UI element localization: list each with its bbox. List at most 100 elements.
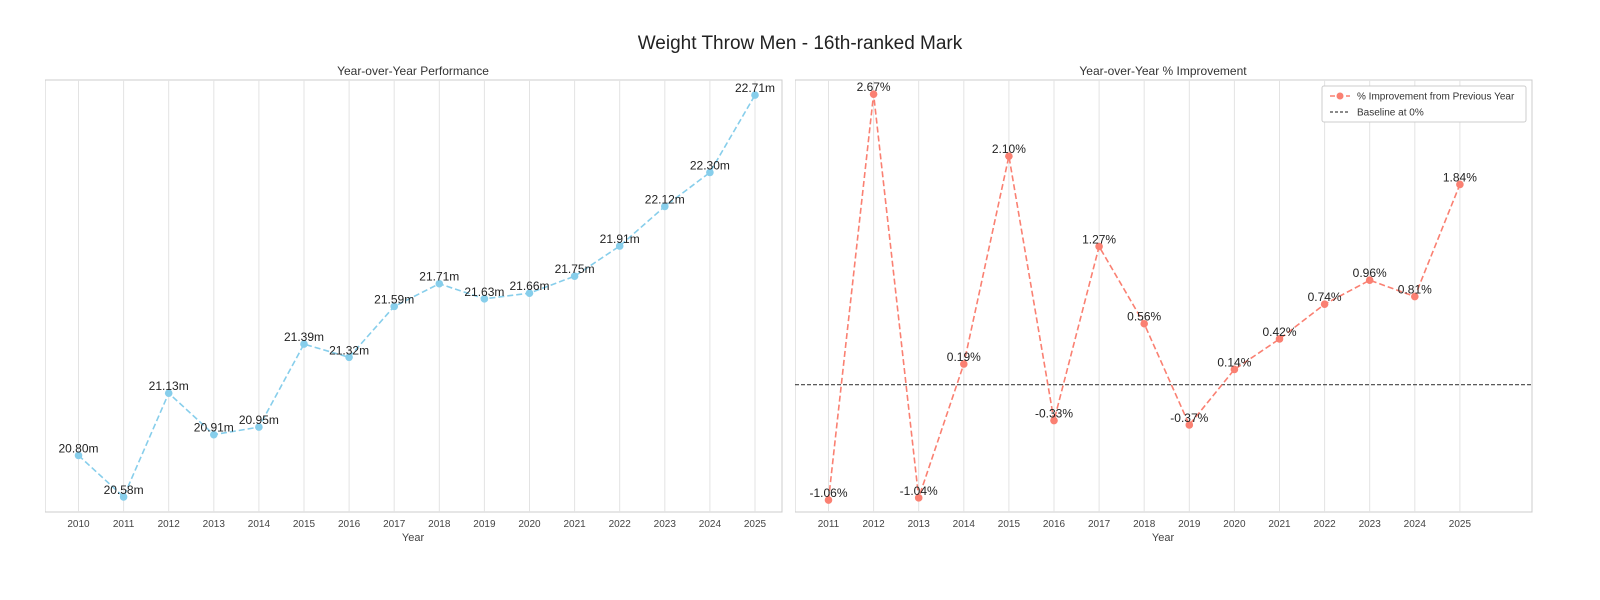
improvement-data-label: -1.04%: [900, 484, 938, 498]
performance-data-point: [661, 202, 669, 211]
performance-data-point: [751, 91, 759, 99]
performance-data-point: [615, 242, 624, 250]
performance-data-point: [435, 279, 444, 288]
performance-data-label: 20.91m: [194, 421, 234, 435]
performance-x-tick-label: 2022: [609, 519, 632, 530]
performance-chart: Year-over-Year Performance 2010 2011 2012 2…: [45, 64, 783, 544]
performance-data-label: 21.39m: [284, 330, 324, 344]
improvement-data-point: [1050, 416, 1058, 425]
performance-x-tick-label: 2017: [383, 519, 406, 530]
improvement-data-label: 0.56%: [1127, 310, 1161, 324]
performance-data-label: 22.71m: [735, 81, 775, 95]
performance-data-label: 20.95m: [239, 413, 279, 427]
improvement-x-axis-label: Year: [1152, 532, 1175, 544]
improvement-data-point: [960, 360, 968, 368]
improvement-x-tick-label: 2017: [1088, 519, 1111, 530]
improvement-data-label: 0.96%: [1353, 266, 1387, 280]
performance-data-label: 21.66m: [509, 279, 549, 293]
improvement-data-point: [824, 496, 833, 504]
legend-baseline-label: Baseline at 0%: [1357, 108, 1424, 119]
improvement-x-tick-label: 2015: [998, 519, 1021, 530]
performance-x-tick-label: 2020: [518, 519, 541, 530]
performance-x-tick-label: 2012: [158, 519, 181, 530]
improvement-data-point: [1185, 421, 1194, 429]
performance-data-point: [390, 302, 399, 311]
improvement-data-point: [1140, 319, 1148, 328]
improvement-data-point: [1005, 152, 1013, 160]
improvement-data-point: [1275, 335, 1284, 343]
performance-data-label: 21.91m: [600, 232, 640, 246]
improvement-data-label: 1.27%: [1082, 232, 1116, 246]
improvement-data-label: -0.33%: [1035, 407, 1073, 421]
improvement-x-tick-label: 2021: [1268, 519, 1291, 530]
performance-x-tick-label: 2018: [428, 519, 451, 530]
improvement-x-tick-label: 2014: [953, 519, 976, 530]
performance-data-point: [300, 340, 308, 348]
improvement-data-label: -0.37%: [1170, 411, 1208, 425]
improvement-x-tick-label: 2024: [1404, 519, 1427, 530]
improvement-data-label: 2.10%: [992, 142, 1026, 156]
performance-data-point: [74, 451, 83, 460]
performance-x-tick-label: 2024: [699, 519, 722, 530]
improvement-x-tick-label: 2016: [1043, 519, 1066, 530]
improvement-data-label: 2.67%: [857, 80, 891, 94]
improvement-x-tick-label: 2023: [1359, 519, 1382, 530]
performance-data-point: [255, 423, 263, 431]
performance-data-point: [164, 389, 173, 397]
performance-chart-title: Year-over-Year Performance: [337, 64, 489, 78]
performance-plot-frame: [45, 79, 783, 513]
performance-data-point: [480, 295, 489, 303]
improvement-data-point: [869, 90, 878, 98]
improvement-data-label: 1.84%: [1443, 170, 1477, 184]
improvement-x-tick-label: 2018: [1133, 519, 1156, 530]
improvement-data-label: 0.14%: [1217, 355, 1251, 369]
legend-series-label: % Improvement from Previous Year: [1357, 92, 1515, 103]
performance-data-label: 22.30m: [690, 158, 730, 172]
improvement-x-tick-label: 2025: [1449, 519, 1472, 530]
improvement-data-point: [1456, 180, 1464, 189]
performance-data-label: 21.59m: [374, 292, 414, 306]
legend-series-marker: [1336, 92, 1344, 100]
performance-x-axis-label: Year: [402, 532, 425, 544]
performance-data-label: 20.58m: [104, 483, 144, 497]
performance-x-tick-label: 2014: [248, 519, 271, 530]
improvement-data-label: 0.19%: [947, 350, 981, 364]
improvement-data-label: 0.42%: [1262, 325, 1296, 339]
performance-x-tick-label: 2010: [67, 519, 90, 530]
improvement-x-tick-label: 2020: [1223, 519, 1246, 530]
performance-x-tick-label: 2011: [113, 519, 135, 530]
performance-data-point: [345, 353, 353, 362]
performance-x-tick-label: 2023: [654, 519, 677, 530]
performance-data-point: [119, 493, 128, 501]
performance-x-tick-label: 2015: [293, 519, 316, 530]
performance-x-tick-label: 2016: [338, 519, 361, 530]
improvement-x-tick-label: 2012: [862, 519, 885, 530]
improvement-data-label: -1.06%: [809, 486, 847, 500]
performance-data-point: [525, 289, 534, 297]
improvement-data-point: [1320, 300, 1329, 308]
performance-data-label: 21.71m: [419, 270, 459, 284]
performance-data-point: [210, 430, 218, 439]
improvement-plot-frame: [795, 79, 1533, 513]
performance-series-line: [77, 94, 756, 499]
improvement-chart: Year-over-Year % Improvement 2011 2012 201…: [795, 64, 1533, 544]
performance-x-tick-label: 2025: [744, 519, 767, 530]
improvement-data-point: [1365, 276, 1374, 285]
performance-data-point: [706, 168, 714, 177]
improvement-x-tick-label: 2019: [1178, 519, 1201, 530]
figure-title: Weight Throw Men - 16th-ranked Mark: [637, 33, 963, 54]
performance-data-label: 21.32m: [329, 343, 369, 357]
performance-data-label: 21.13m: [149, 379, 189, 393]
performance-data-point: [570, 272, 579, 280]
performance-data-label: 20.80m: [58, 441, 98, 455]
performance-data-label: 21.75m: [555, 262, 595, 276]
improvement-x-tick-label: 2013: [908, 519, 931, 530]
improvement-x-tick-label: 2011: [818, 519, 840, 530]
legend-box: [1321, 85, 1527, 123]
improvement-data-label: 0.74%: [1308, 290, 1342, 304]
performance-x-tick-label: 2013: [203, 519, 226, 530]
improvement-data-label: 0.81%: [1398, 283, 1432, 297]
improvement-data-point: [1411, 292, 1419, 301]
improvement-data-point: [1095, 242, 1103, 251]
